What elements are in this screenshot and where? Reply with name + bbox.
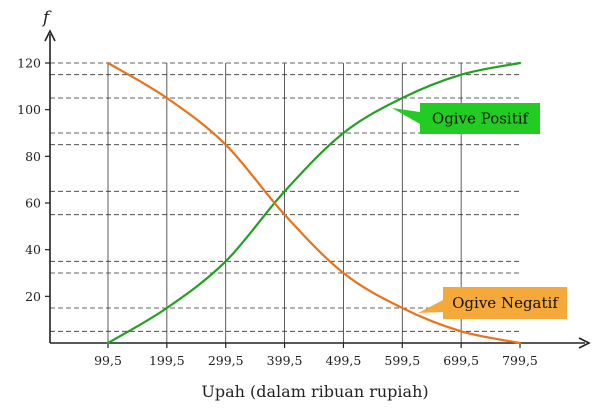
series-lines [106,61,522,345]
legend-label: Ogive Positif [432,110,530,128]
y-axis-arrow [44,29,56,42]
y-tick-label: 80 [25,149,41,164]
ogive-positif-callout: Ogive Positif [392,103,540,134]
x-tick-label: 599,5 [384,353,420,368]
x-tick-labels: 99,5 199,5 299,5 399,5 499,5 599,5 699,5 799,5 [94,343,538,368]
x-tick-label: 399,5 [267,353,303,368]
x-tick-label: 99,5 [94,353,122,368]
y-tick-label: 20 [25,289,41,304]
x-axis-arrow [578,337,591,349]
axes [44,29,591,349]
callout-pointer [392,108,420,124]
y-tick-label: 120 [17,56,41,71]
y-tick-label: 60 [25,196,41,211]
ogive-negatif-line [106,61,522,345]
legend-label: Ogive Negatif [452,294,559,312]
gridlines [50,62,520,343]
callout-box [420,103,540,134]
x-tick-label: 199,5 [149,353,185,368]
y-tick-label: 100 [17,102,41,117]
x-tick-label: 799,5 [502,353,538,368]
y-tick-labels: 20 40 60 80 100 120 [17,56,50,304]
x-tick-label: 299,5 [208,353,244,368]
x-tick-label: 699,5 [443,353,479,368]
y-axis-label: f [41,8,52,28]
callout-box [443,287,567,319]
x-tick-label: 499,5 [326,353,362,368]
ogive-positif-line [106,61,522,345]
ogive-negatif-callout: Ogive Negatif [418,287,567,319]
y-tick-label: 40 [25,242,41,257]
callouts: Ogive Positif Ogive Negatif [392,103,567,319]
callout-pointer [418,300,443,313]
x-axis-title: Upah (dalam ribuan rupiah) [201,382,428,401]
